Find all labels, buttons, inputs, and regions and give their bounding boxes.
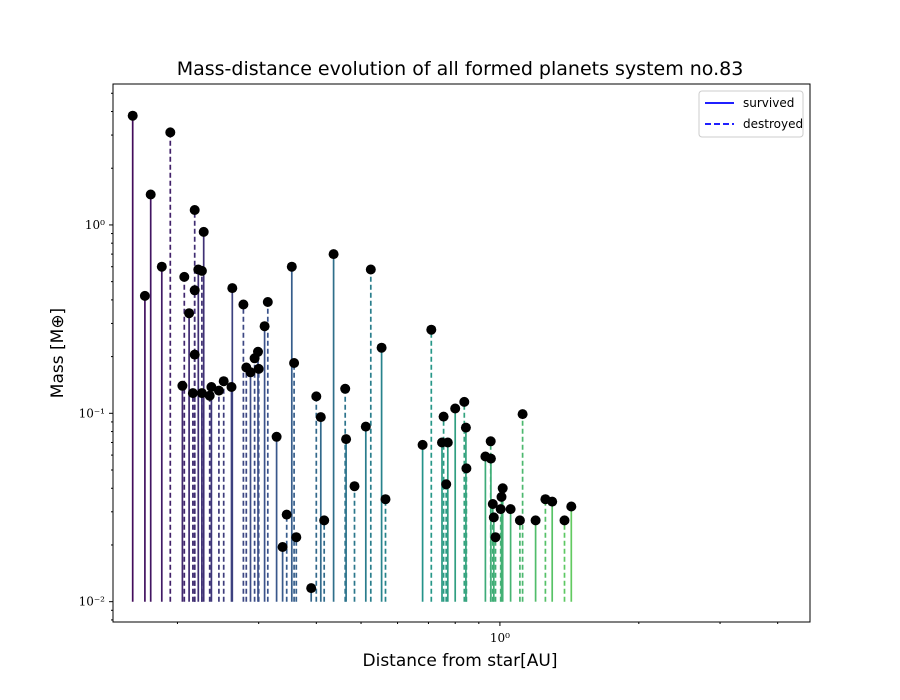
planet-marker bbox=[198, 226, 209, 237]
planet-marker bbox=[530, 515, 541, 526]
planet-marker bbox=[306, 583, 317, 594]
planet-marker bbox=[189, 349, 200, 360]
planet-marker bbox=[245, 367, 256, 378]
planet-marker bbox=[349, 481, 360, 492]
x-axis-label: Distance from star[AU] bbox=[363, 651, 558, 671]
planet-marker bbox=[376, 342, 387, 353]
y-tick-label: 10⁰ bbox=[85, 218, 105, 232]
legend-destroyed-label: destroyed bbox=[743, 117, 803, 131]
planet-marker bbox=[340, 383, 351, 394]
planet-marker bbox=[196, 388, 207, 399]
planet-marker bbox=[204, 390, 215, 401]
planet-marker bbox=[485, 453, 496, 464]
planet-marker bbox=[442, 437, 453, 448]
planet-marker bbox=[291, 532, 302, 543]
planet-marker bbox=[259, 321, 270, 332]
planet-marker bbox=[271, 431, 282, 442]
planet-marker bbox=[547, 496, 558, 507]
planet-marker bbox=[566, 501, 577, 512]
planet-tracks bbox=[131, 115, 573, 602]
planet-marker bbox=[559, 515, 570, 526]
planet-marker bbox=[459, 396, 470, 407]
final-planet-markers bbox=[127, 110, 577, 594]
planet-marker bbox=[187, 388, 198, 399]
axis-ticks: 10⁰ 10⁻² 10⁻¹ 10⁰ bbox=[79, 92, 779, 645]
planet-marker bbox=[497, 483, 508, 494]
planet-marker bbox=[426, 324, 437, 335]
legend-survived-label: survived bbox=[743, 96, 794, 110]
planet-marker bbox=[177, 380, 188, 391]
planet-marker bbox=[485, 436, 496, 447]
planet-marker bbox=[438, 411, 449, 422]
planet-marker bbox=[487, 499, 498, 509]
legend: survived destroyed bbox=[698, 90, 804, 138]
planet-marker bbox=[156, 261, 167, 272]
planet-marker bbox=[227, 283, 238, 294]
planet-marker bbox=[179, 271, 190, 282]
planet-marker bbox=[206, 382, 217, 392]
plot-frame bbox=[112, 83, 811, 623]
planet-marker bbox=[196, 265, 207, 276]
planet-marker bbox=[365, 264, 376, 275]
planet-marker bbox=[218, 376, 229, 387]
planet-marker bbox=[441, 479, 452, 490]
planet-marker bbox=[380, 494, 391, 505]
planet-marker bbox=[184, 308, 195, 319]
planet-marker bbox=[417, 439, 428, 450]
planet-marker bbox=[341, 434, 352, 445]
planet-marker bbox=[277, 542, 288, 552]
planet-marker bbox=[286, 261, 297, 272]
planet-marker bbox=[460, 422, 471, 433]
y-tick-label: 10⁻¹ bbox=[79, 406, 105, 420]
planet-marker bbox=[238, 299, 249, 310]
planet-marker bbox=[289, 358, 300, 368]
planet-marker bbox=[360, 421, 371, 432]
planet-marker bbox=[262, 297, 273, 307]
planet-marker bbox=[495, 504, 506, 515]
y-tick-label: 10⁻² bbox=[79, 595, 106, 609]
planet-marker bbox=[450, 403, 461, 414]
planet-marker bbox=[514, 515, 525, 526]
planet-marker bbox=[319, 515, 330, 526]
planet-marker bbox=[505, 504, 516, 515]
planet-marker bbox=[189, 205, 200, 215]
planet-marker bbox=[311, 391, 322, 402]
y-axis-label: Mass [M⊕] bbox=[48, 308, 68, 398]
chart-title: Mass-distance evolution of all formed pl… bbox=[177, 58, 744, 80]
planet-marker bbox=[213, 385, 224, 396]
planet-marker bbox=[189, 285, 200, 296]
planet-marker bbox=[490, 532, 501, 543]
planet-marker bbox=[461, 463, 472, 474]
planet-marker bbox=[139, 290, 150, 301]
planet-marker bbox=[281, 509, 292, 520]
planet-marker bbox=[145, 189, 156, 200]
planet-marker bbox=[328, 249, 339, 260]
planet-marker bbox=[253, 363, 264, 374]
planet-marker bbox=[488, 512, 499, 523]
planet-marker bbox=[127, 110, 138, 121]
planet-marker bbox=[253, 346, 263, 357]
x-tick-label: 10⁰ bbox=[490, 631, 510, 645]
planet-marker bbox=[226, 382, 237, 392]
planet-marker bbox=[517, 409, 528, 420]
planet-marker bbox=[315, 412, 326, 423]
planet-marker bbox=[496, 491, 507, 502]
planet-marker bbox=[165, 127, 176, 138]
